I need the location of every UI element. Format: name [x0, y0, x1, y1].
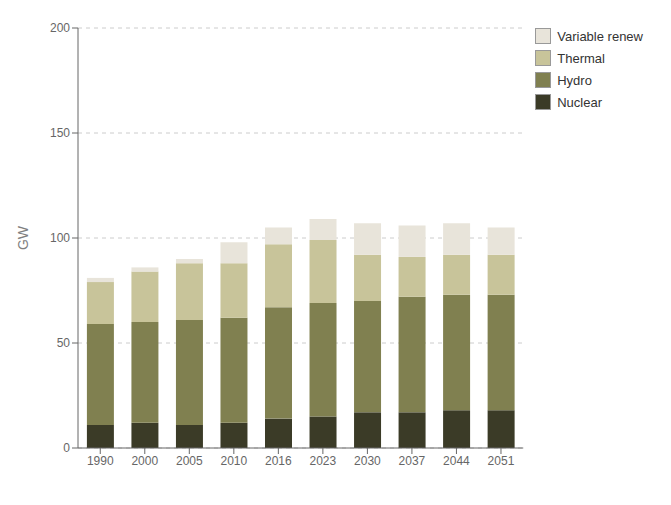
html-text:Thermal: Thermal	[557, 50, 605, 66]
html-text:Hydro: Hydro	[557, 72, 592, 88]
svg-text:2000: 2000	[131, 454, 158, 468]
svg-text:50: 50	[57, 336, 71, 350]
svg-text:0: 0	[63, 441, 70, 455]
html-text:Variable renew: Variable renew	[557, 28, 643, 44]
html-text:Nuclear: Nuclear	[557, 94, 602, 110]
svg-text:2016: 2016	[265, 454, 292, 468]
svg-text:2051: 2051	[488, 454, 515, 468]
svg-text:2010: 2010	[220, 454, 247, 468]
svg-text:GW: GW	[15, 225, 31, 250]
svg-text:2023: 2023	[310, 454, 337, 468]
svg-text:2005: 2005	[176, 454, 203, 468]
svg-text:2044: 2044	[443, 454, 470, 468]
svg-text:200: 200	[50, 21, 70, 35]
svg-text:2030: 2030	[354, 454, 381, 468]
svg-text:150: 150	[50, 126, 70, 140]
svg-text:100: 100	[50, 231, 70, 245]
svg-text:1990: 1990	[87, 454, 114, 468]
svg-text:2037: 2037	[399, 454, 426, 468]
